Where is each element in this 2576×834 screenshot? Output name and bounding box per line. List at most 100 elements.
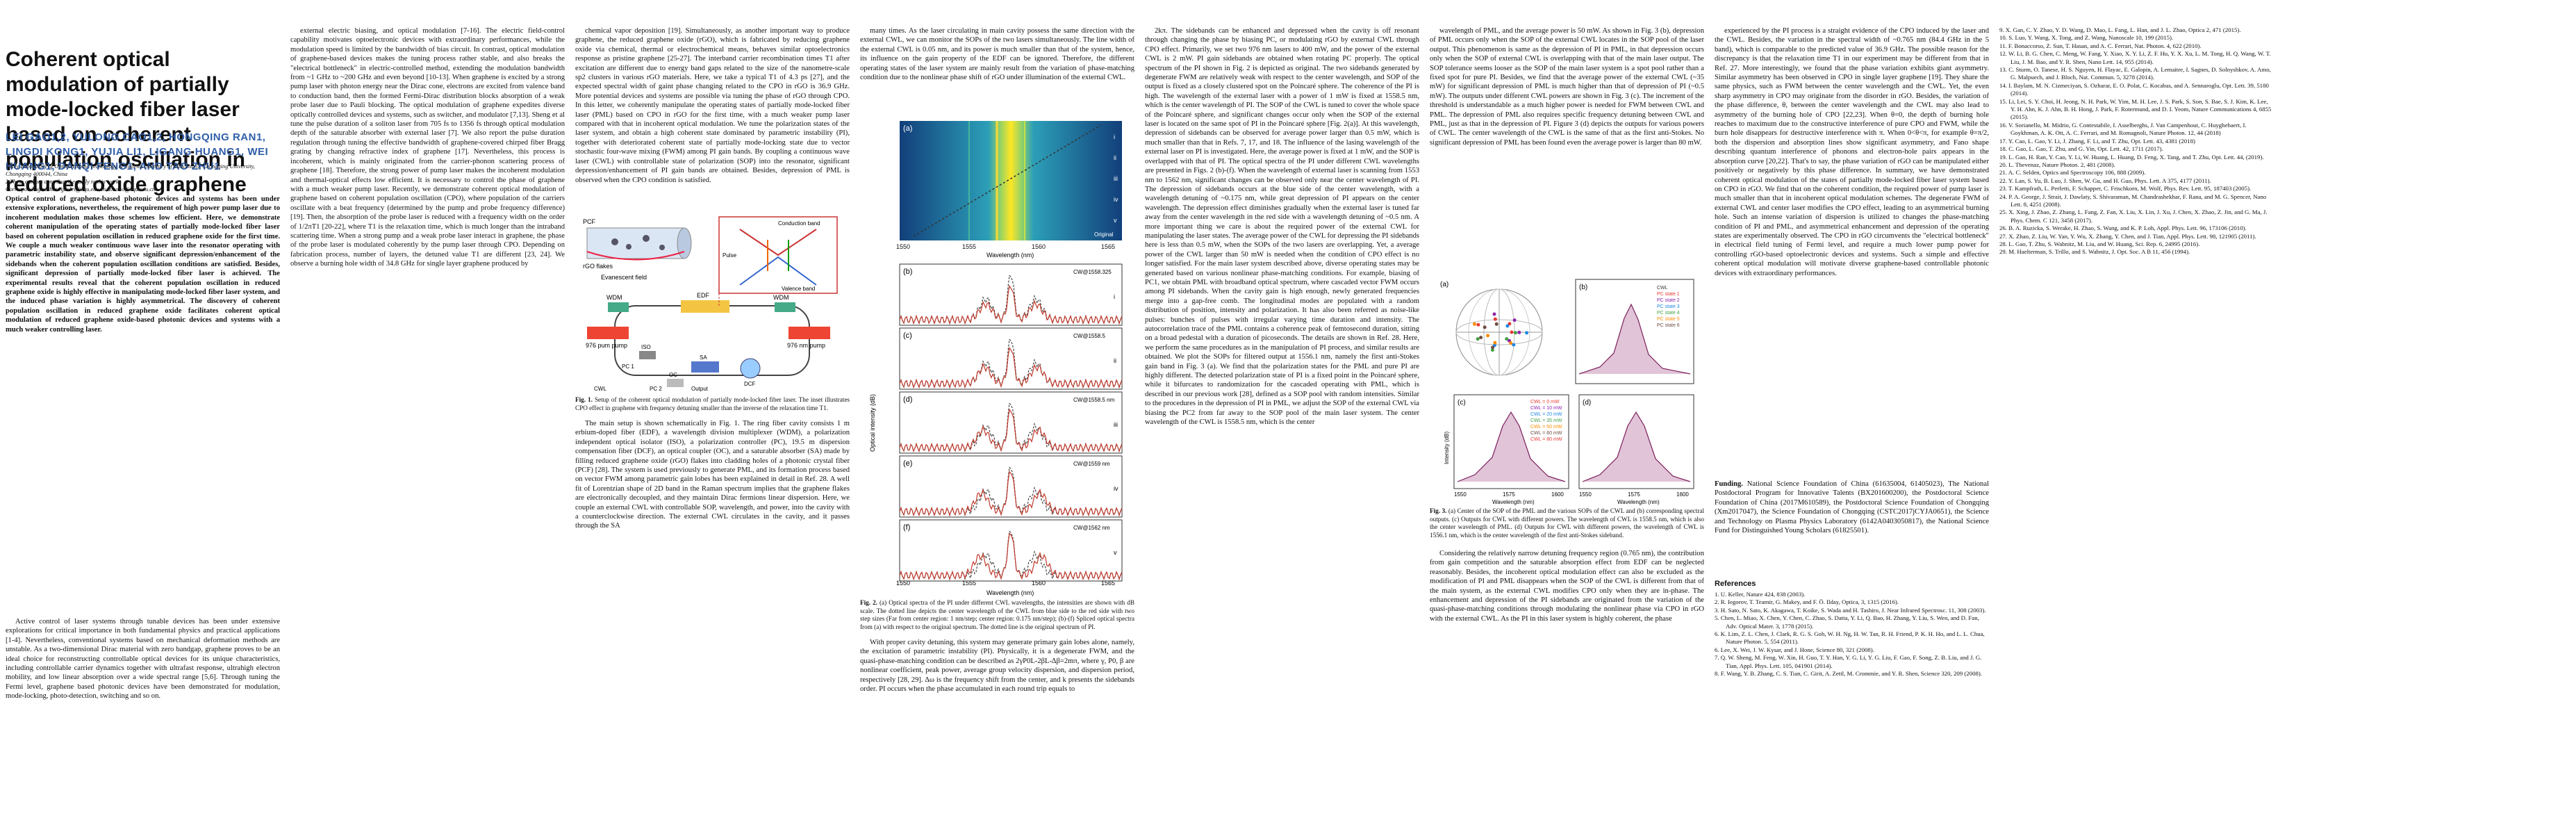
cw-wavelength-label: CW@1558.325 [1073, 269, 1112, 275]
sop-point [1493, 317, 1497, 321]
sop-point [1479, 336, 1483, 340]
reference-item: 12. W. Li, B. G. Chen, C. Meng, W. Fang,… [1999, 50, 2271, 65]
sop-point [1492, 312, 1496, 316]
sop-point [1486, 334, 1490, 338]
x-axis-label-a: Wavelength (nm) [986, 252, 1034, 259]
x-ticks-bottom: 1550 1555 1560 1565 [896, 580, 1115, 587]
label-rgo-flakes: rGO flakes [583, 263, 613, 270]
x-axis-label-bottom: Wavelength (nm) [986, 589, 1034, 596]
funding-section: Funding. National Science Foundation of … [1715, 480, 1989, 535]
x-tick: 1600 [1676, 491, 1689, 498]
caption-label: Fig. 3. [1430, 507, 1447, 514]
caption-text: (a) Center of the SOP of the PML and the… [1430, 507, 1704, 539]
x-tick: 1565 [1101, 243, 1115, 250]
affiliations: 1 Key Laboratory of Optoelectronic Techn… [6, 163, 280, 193]
body-text: The main setup is shown schematically in… [575, 420, 850, 530]
caption-text: (a) Optical spectra of the PI under diff… [860, 599, 1135, 630]
label-iso: ISO [641, 344, 651, 350]
label-wdm-2: WDM [773, 294, 789, 301]
legend-entry: CWL = 10 mW [1530, 406, 1562, 411]
sop-point [1490, 348, 1494, 352]
ring-cavity-schematic: WDM EDF WDM 976 pum pump 976 nm pump ISO… [586, 233, 830, 392]
corresponding-author: Corresponding author: gaolei@cqu.edu.cn,… [6, 186, 156, 193]
funding-text: National Science Foundation of China (61… [1715, 480, 1989, 535]
wdm-2 [775, 302, 795, 312]
x-ticks-d: 1550 1575 1600 [1579, 491, 1689, 498]
panel-label: (c) [1458, 399, 1466, 407]
cw-wavelength-label: CW@1558.5 nm [1073, 397, 1115, 403]
body-column-7: experienced by the PI process is a strai… [1715, 26, 1989, 471]
reference-item: 25. X. Xing, J. Zhao, Z. Zhang, L. Fang,… [1999, 208, 2268, 224]
x-tick: 1550 [1454, 491, 1467, 498]
sop-point [1483, 325, 1487, 329]
caption-text: Setup of the coherent optical modulation… [575, 396, 850, 411]
pml-spectrum-b [1578, 303, 1691, 375]
x-tick: 1600 [1551, 491, 1564, 498]
cwl-spectrum-line [899, 346, 1123, 389]
roman-label: i [1114, 133, 1115, 140]
reference-item: 14. I. Baylam, M. N. Cizmeciyan, S. Ozha… [1999, 81, 2269, 97]
label-valence-band: Valence band [782, 286, 815, 292]
reference-item: 6. K. Lim, Z. L. Chen, J. Clark, R. G. S… [1715, 630, 1985, 646]
body-column-5: 2kπ. The sidebands can be enhanced and d… [1145, 26, 1419, 829]
sop-point [1525, 331, 1529, 335]
caption-label: Fig. 1. [575, 396, 593, 403]
sop-point [1508, 322, 1512, 326]
roman-label: ii [1114, 154, 1116, 161]
band-diagram-inset: Conduction band Pulse Valence band [718, 216, 838, 294]
reference-item: 22. Y. Lan, S. Yu, B. Luo, J. Shen, W. G… [1999, 177, 2211, 184]
legend-entry: CWL = 20 mW [1530, 412, 1562, 417]
figure-1-setup: PCF rGO flakes Evanescent field Conducti… [580, 215, 844, 393]
reference-item: 10. S. Luo, Y. Wang, X. Tong, and Z. Wan… [1999, 34, 2174, 42]
body-column-6b: Considering the relatively narrow detuni… [1430, 549, 1704, 827]
reference-item: 8. F. Wang, Y. B. Zhang, C. S. Tian, C. … [1715, 670, 1982, 678]
x-axis-label: Wavelength (nm) [1492, 499, 1535, 505]
x-axis-label: Wavelength (nm) [1617, 499, 1660, 505]
y-axis-label: Intensity (dB) [1444, 432, 1450, 464]
label-edf: EDF [697, 292, 710, 299]
sop-point [1491, 345, 1495, 350]
sop-point [1476, 322, 1480, 327]
reference-item: 1. U. Keller, Nature 424, 838 (2003). [1715, 591, 1806, 598]
sop-point [1493, 341, 1497, 345]
body-text: external electric biasing, and optical m… [290, 27, 565, 268]
panel-label: (a) [1440, 281, 1448, 288]
body-text: wavelength of PML, and the average power… [1430, 27, 1704, 147]
sop-point [1517, 330, 1521, 334]
legend-entry: PC state 6 [1657, 323, 1680, 328]
references-section: References 1. U. Keller, Nature 424, 838… [1715, 577, 1989, 678]
x-ticks-c: 1550 1575 1600 [1454, 491, 1564, 498]
reference-item: 6. Lee, X. Wei, J. W. Kysar, and J. Hone… [1715, 646, 1874, 653]
figure-2-spectra: (a) Original i ii iii iv v 1550 1555 156… [869, 121, 1123, 596]
roman-label: iv [1114, 485, 1118, 492]
spectra-panels-b-f: (b) CW@1558.325 i (c) CW@1558.5 ii (d) CW@1558.… [899, 263, 1123, 582]
figure-2-caption: Fig. 2. (a) Optical spectra of the PI un… [860, 599, 1134, 631]
references-continued: 9. X. Gan, C. Y. Zhao, Y. D. Wang, D. Ma… [1999, 26, 2274, 256]
reference-item: 23. T. Kampfrath, L. Perfetti, F. Schapp… [1999, 185, 2252, 193]
reference-item: 21. A. C. Selden, Optics and Spectroscop… [1999, 169, 2146, 177]
x-tick: 1560 [1032, 243, 1046, 250]
x-tick: 1575 [1503, 491, 1515, 498]
legend-entry: CWL [1657, 286, 1668, 291]
label-pulse: Pulse [723, 252, 737, 259]
label-oc: OC [669, 372, 677, 378]
roman-label: i [1114, 293, 1115, 300]
caption-label: Fig. 2. [860, 599, 877, 606]
x-tick: 1555 [962, 580, 976, 587]
cw-wavelength-label: CW@1558.5 [1073, 333, 1105, 339]
affiliation-1: 1 Key Laboratory of Optoelectronic Techn… [6, 163, 255, 177]
dcf-coil [740, 358, 761, 379]
reference-item: 16. V. Sorianello, M. Midrio, G. Contest… [1999, 121, 2247, 137]
sop-point [1473, 322, 1476, 326]
reference-item: 17. Y. Cao, L. Gao, Y. Li, J. Zhang, F. … [1999, 137, 2195, 145]
edf-coil [681, 300, 729, 313]
legend-entry: PC state 4 [1657, 311, 1680, 316]
sop-point [1505, 324, 1510, 328]
label-evanescent-field: Evanescent field [601, 274, 647, 281]
x-tick: 1555 [962, 243, 976, 250]
